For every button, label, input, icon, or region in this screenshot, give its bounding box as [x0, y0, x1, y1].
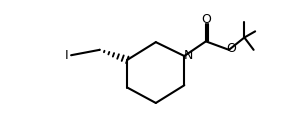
Text: N: N	[184, 49, 194, 62]
Text: O: O	[201, 13, 211, 26]
Text: I: I	[65, 49, 68, 62]
Text: O: O	[226, 42, 236, 55]
